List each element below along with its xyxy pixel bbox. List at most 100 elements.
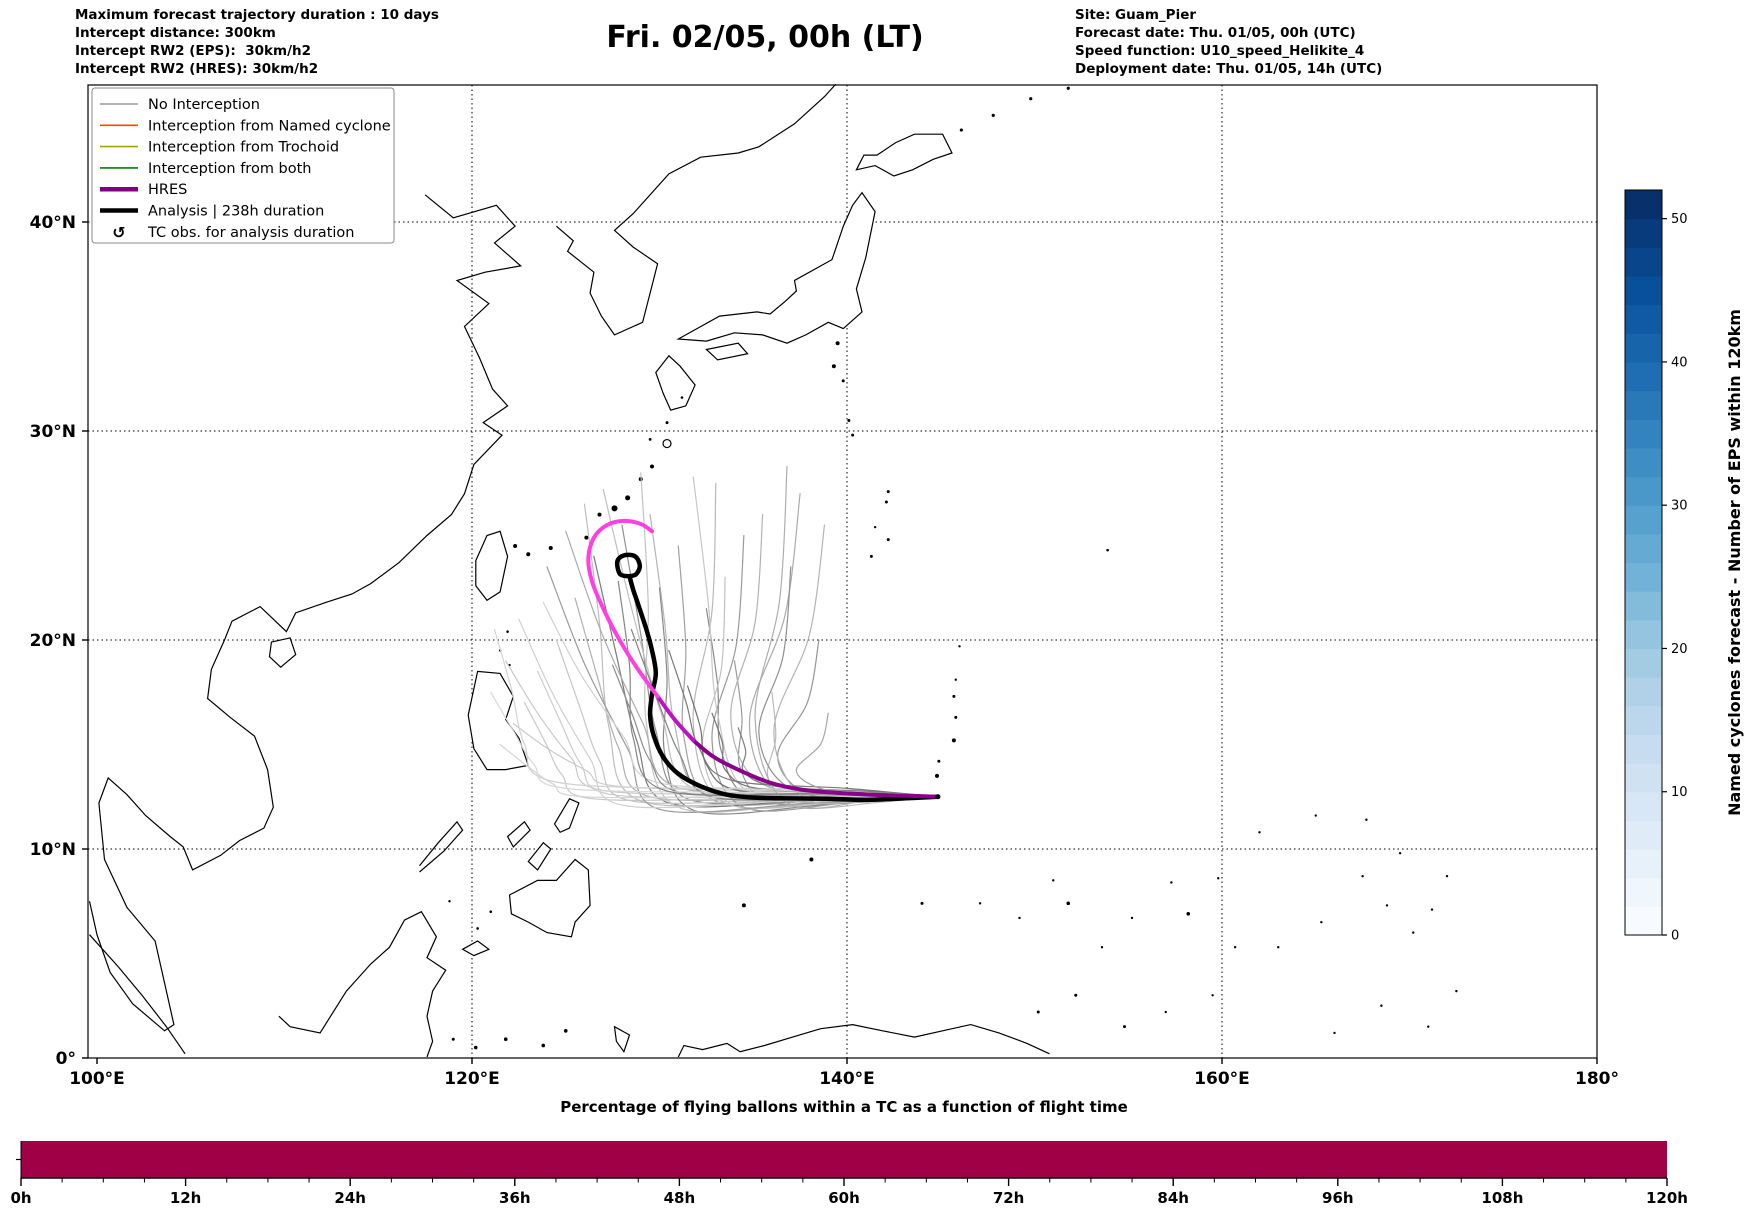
islet-dot-53 bbox=[1123, 1025, 1126, 1029]
islet-dot-75 bbox=[680, 396, 684, 399]
header-right-block: Site: Guam_Pier Forecast date: Thu. 01/0… bbox=[1075, 6, 1382, 78]
islet-dot-68 bbox=[451, 1037, 455, 1041]
colorbar-step-12 bbox=[1625, 562, 1662, 592]
islet-dot-40 bbox=[1412, 931, 1415, 934]
ring-island bbox=[662, 438, 672, 449]
colorbar-step-4 bbox=[1625, 791, 1662, 821]
islet-dot-47 bbox=[1217, 877, 1220, 880]
colorbar-step-10 bbox=[1625, 619, 1662, 650]
lon-tick-label-120: 120°E bbox=[444, 1069, 500, 1089]
coastline-2 bbox=[89, 934, 186, 1055]
islet-dot-13 bbox=[851, 433, 855, 437]
lat-tick-label-30: 30°N bbox=[30, 422, 76, 442]
islet-dot-34 bbox=[1186, 911, 1191, 916]
track-hres-mid-segment- bbox=[655, 694, 696, 743]
coastline-5 bbox=[419, 820, 464, 873]
bottom-tick-label-24h: 24h bbox=[334, 1189, 366, 1207]
islet-dot-59 bbox=[1455, 989, 1458, 993]
islet-dot-66 bbox=[503, 1037, 508, 1041]
islet-dot-65 bbox=[541, 1043, 546, 1048]
island-outline-8 bbox=[506, 820, 531, 848]
colorbar-step-0 bbox=[1625, 906, 1662, 936]
islet-dot-8 bbox=[513, 543, 518, 548]
colorbar-step-20 bbox=[1625, 333, 1662, 363]
colorbar-step-9 bbox=[1625, 648, 1662, 678]
islet-dot-63 bbox=[1066, 86, 1070, 90]
header-intercept-rw2-eps: Intercept RW2 (EPS): 30km/h2 bbox=[75, 43, 311, 59]
bottom-tick-label-108h: 108h bbox=[1481, 1189, 1523, 1207]
islet-dot-71 bbox=[448, 900, 451, 903]
islet-dot-30 bbox=[1018, 916, 1021, 920]
coastline-3 bbox=[278, 910, 447, 1058]
islet-dot-5 bbox=[584, 535, 589, 540]
islet-dot-77 bbox=[665, 421, 669, 425]
islet-dot-56 bbox=[1333, 1031, 1336, 1035]
islet-dot-51 bbox=[1036, 1010, 1040, 1014]
header-intercept-distance: Intercept distance: 300km bbox=[75, 25, 276, 41]
bottom-bar-chart: Percentage of flying ballons within a TC… bbox=[10, 1098, 1688, 1207]
colorbar-tick-label-50: 50 bbox=[1671, 212, 1688, 227]
bottom-tick-label-120h: 120h bbox=[1646, 1189, 1688, 1207]
islet-dot-70 bbox=[476, 927, 479, 930]
islet-dot-41 bbox=[1430, 908, 1434, 911]
island-outline-3 bbox=[855, 133, 953, 177]
islet-dot-27 bbox=[809, 857, 814, 862]
islet-dot-15 bbox=[884, 500, 888, 504]
legend-item-label-6: TC obs. for analysis duration bbox=[147, 225, 354, 241]
legend-item-label-0: No Interception bbox=[148, 97, 260, 113]
colorbar-tick-label-0: 0 bbox=[1671, 929, 1679, 944]
colorbar-step-14 bbox=[1625, 505, 1662, 535]
ensemble-member-23 bbox=[730, 514, 939, 798]
islet-dot-33 bbox=[1130, 916, 1134, 920]
islet-dot-49 bbox=[1106, 548, 1109, 552]
header-max-duration: Maximum forecast trajectory duration : 1… bbox=[75, 7, 439, 23]
islet-dot-62 bbox=[1029, 97, 1033, 101]
colorbar-step-13 bbox=[1625, 533, 1662, 564]
colorbar-step-23 bbox=[1625, 247, 1662, 277]
island-outline-0 bbox=[655, 354, 696, 411]
coastline-4 bbox=[677, 1023, 1050, 1058]
coastline-1 bbox=[556, 83, 837, 336]
island-outline-10 bbox=[613, 1025, 631, 1053]
island-outline-5 bbox=[467, 670, 530, 771]
islet-dot-14 bbox=[886, 490, 890, 494]
islet-dot-73 bbox=[506, 630, 509, 633]
figure-title: Fri. 02/05, 00h (LT) bbox=[606, 20, 924, 55]
legend-item-label-3: Interception from both bbox=[148, 161, 312, 177]
islet-dot-23 bbox=[958, 645, 961, 648]
islet-dot-29 bbox=[978, 902, 982, 905]
bottom-tick-label-48h: 48h bbox=[664, 1189, 696, 1207]
ensemble-member-18 bbox=[546, 566, 939, 813]
lat-tick-label-0: 0° bbox=[56, 1049, 76, 1069]
islet-dot-7 bbox=[526, 552, 531, 557]
island-outline-6 bbox=[508, 858, 591, 938]
islet-dot-24 bbox=[937, 759, 941, 763]
bottom-tick-label-12h: 12h bbox=[170, 1189, 202, 1207]
legend-box bbox=[91, 87, 395, 244]
island-outline-1 bbox=[705, 342, 749, 361]
colorbar-frame bbox=[1624, 189, 1663, 936]
islet-dot-52 bbox=[1074, 993, 1078, 997]
islet-dot-43 bbox=[1398, 851, 1402, 855]
header-site: Site: Guam_Pier bbox=[1075, 7, 1197, 23]
islet-dot-64 bbox=[563, 1029, 568, 1033]
islet-dot-26 bbox=[741, 903, 746, 908]
islet-dot-25 bbox=[935, 773, 939, 778]
track-hres-dark-segment- bbox=[691, 738, 940, 799]
islet-dot-35 bbox=[1233, 946, 1237, 949]
ensemble-member-32 bbox=[737, 727, 939, 798]
colorbar-step-17 bbox=[1625, 419, 1662, 449]
islet-dot-21 bbox=[952, 694, 956, 698]
islet-dot-0 bbox=[650, 464, 654, 469]
islet-dot-57 bbox=[1380, 1004, 1383, 1007]
island-outline-4 bbox=[475, 530, 509, 602]
colorbar-step-25 bbox=[1625, 190, 1662, 220]
islet-dot-60 bbox=[959, 128, 963, 132]
header-speed-function: Speed function: U10_speed_Helikite_4 bbox=[1075, 43, 1365, 59]
colorbar-step-22 bbox=[1625, 275, 1662, 306]
islet-dot-58 bbox=[1427, 1025, 1430, 1028]
colorbar-step-3 bbox=[1625, 820, 1662, 850]
percentage-bar bbox=[21, 1141, 1667, 1178]
islet-dot-42 bbox=[1445, 874, 1449, 878]
